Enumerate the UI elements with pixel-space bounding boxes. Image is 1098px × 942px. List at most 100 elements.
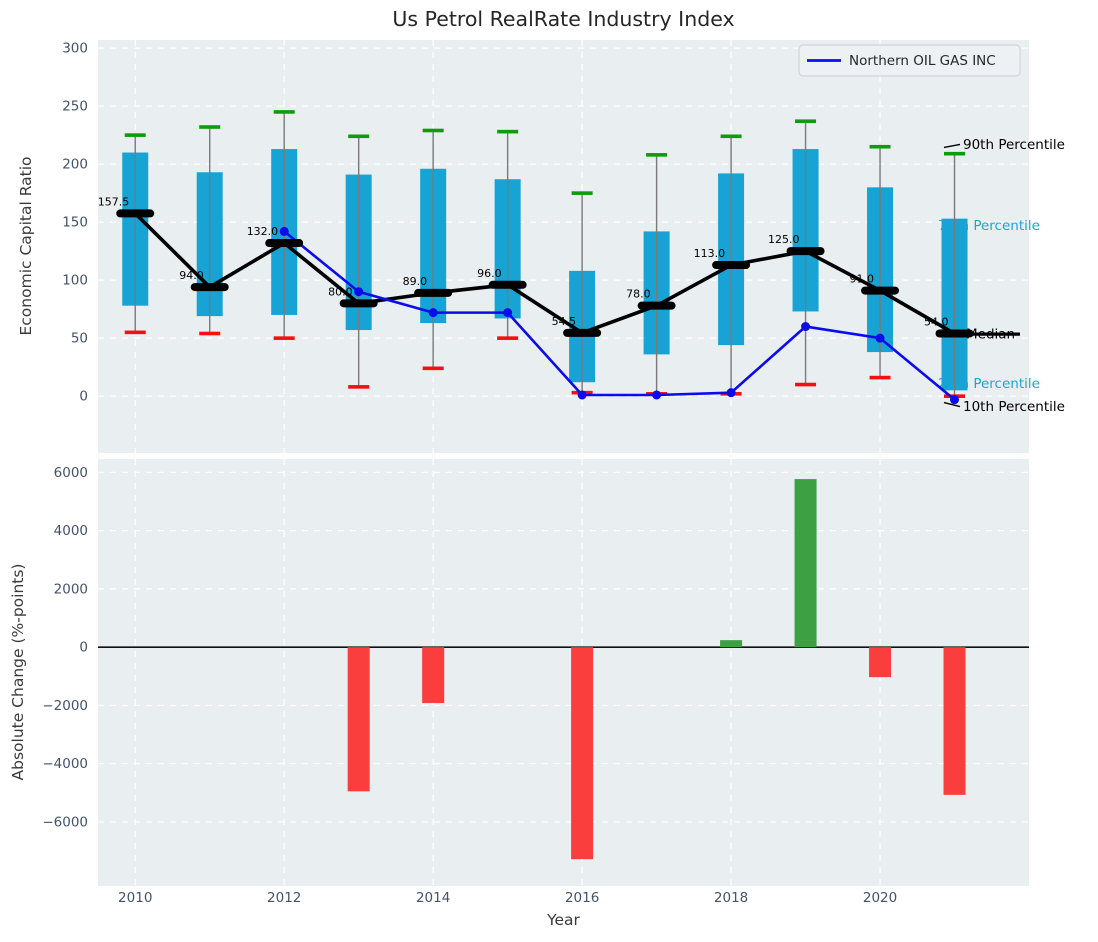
bar-2013	[347, 647, 370, 792]
legend-label: Northern OIL GAS INC	[849, 53, 996, 69]
median-marker-2011	[190, 283, 229, 292]
x-tick-2012: 2012	[267, 890, 301, 906]
median-line	[133, 212, 956, 336]
bottom-y-tick-2000: 2000	[54, 581, 88, 597]
top-y-tick-100: 100	[62, 273, 88, 289]
company-point-2016	[577, 390, 587, 400]
cap-90th-2020	[869, 144, 891, 149]
median-marker-2017	[637, 301, 676, 310]
bottom-y-axis-label: Absolute Change (%-points)	[9, 564, 27, 781]
top-y-tick-200: 200	[62, 157, 88, 173]
company-point-2018	[726, 388, 736, 398]
cap-10th-2012	[273, 336, 295, 340]
top-y-tick-250: 250	[62, 99, 88, 115]
boxplot-2021	[941, 151, 968, 398]
median-value-label-2017: 78.0	[626, 288, 651, 301]
cap-90th-2016	[571, 191, 593, 195]
median-value-label-2015: 96.0	[477, 267, 502, 280]
x-tick-2014: 2014	[416, 890, 450, 906]
boxplot-2012	[271, 110, 298, 340]
bar-2014	[422, 647, 445, 704]
median-value-label-2019: 125.0	[768, 233, 800, 246]
annotation-90th-percentile: 90th Percentile	[963, 137, 1065, 153]
median-marker-2014	[414, 288, 453, 297]
percentile-annotations-black: 90th Percentile Median 10th Percentile	[938, 137, 1065, 415]
chart-title: Us Petrol RealRate Industry Index	[392, 7, 735, 31]
boxplot-2017	[643, 153, 670, 396]
median-value-label-2016: 54.5	[552, 315, 577, 328]
median-value-label-2021: 54.0	[924, 316, 949, 329]
median-marker-2019	[786, 247, 825, 256]
cap-90th-2012	[273, 110, 295, 114]
top-y-tick-300: 300	[62, 41, 88, 57]
bottom-y-tick-6000: 6000	[54, 465, 88, 481]
cap-90th-2019	[795, 119, 817, 124]
company-point-2014	[428, 308, 438, 318]
bottom-y-tick--4000: −4000	[42, 756, 88, 772]
cap-90th-2018	[720, 134, 742, 139]
median-marker-2013	[339, 299, 378, 308]
axis-ticks: 300 250 200 150 100 50 0 6000 4000 2000 0 −2000 −400…	[9, 41, 897, 929]
x-tick-2010: 2010	[118, 890, 152, 906]
x-tick-2020: 2020	[863, 890, 897, 906]
annotation-leader-line	[943, 143, 961, 149]
company-point-2017	[652, 390, 662, 400]
boxplot-2011	[196, 125, 223, 336]
annotation-leader-line	[943, 401, 961, 408]
median-value-label-2011: 94.0	[179, 269, 204, 282]
legend-box	[798, 44, 1021, 77]
bar-2018	[720, 640, 743, 648]
bottom-y-tick-0: 0	[79, 640, 88, 656]
x-tick-2018: 2018	[714, 890, 748, 906]
boxplot-2014	[420, 128, 447, 371]
top-y-tick-50: 50	[71, 331, 88, 347]
bottom-y-tick--6000: −6000	[42, 814, 88, 830]
median-value-label-2018: 113.0	[694, 247, 726, 260]
company-point-2020	[875, 333, 885, 343]
cap-10th-2010	[124, 330, 146, 335]
median-value-label-2013: 80.0	[328, 285, 353, 298]
cap-10th-2020	[869, 375, 891, 380]
cap-90th-2010	[124, 133, 146, 137]
x-axis-label: Year	[546, 911, 580, 929]
median-value-label-2010: 157.5	[98, 195, 130, 208]
median-marker-2018	[712, 261, 751, 270]
legend: Northern OIL GAS INC	[798, 44, 1021, 77]
company-point-2021	[950, 395, 960, 405]
bar-2019	[794, 479, 817, 648]
series-lines: 157.5 94.0 132.0 80.0 89.0 96.0 54.5 78.0 113.0 1…	[98, 195, 974, 405]
boxplot-2015	[494, 129, 521, 340]
company-point-2012	[279, 226, 289, 236]
median-value-label-2020: 91.0	[850, 273, 875, 286]
median-marker-2010	[116, 209, 155, 218]
boxplot-2020	[867, 144, 894, 380]
cap-90th-2013	[348, 134, 370, 139]
company-point-2015	[503, 308, 513, 318]
top-y-tick-0: 0	[79, 389, 88, 405]
cap-10th-2013	[348, 385, 370, 389]
company-point-2013	[354, 287, 364, 297]
bar-2020	[869, 647, 892, 678]
median-value-label-2014: 89.0	[403, 275, 428, 288]
boxplot-2010	[122, 133, 149, 335]
cap-10th-2011	[199, 331, 221, 336]
top-y-axis-label: Economic Capital Ratio	[17, 156, 35, 335]
median-marker-2015	[488, 280, 527, 289]
cap-90th-2017	[646, 153, 668, 157]
median-marker-2020	[861, 286, 900, 295]
change-bars	[98, 479, 1029, 860]
cap-90th-2015	[497, 129, 519, 134]
bar-2016	[571, 647, 594, 860]
median-value-label-2012: 132.0	[247, 225, 279, 238]
company-line	[283, 230, 956, 401]
cap-90th-2011	[199, 125, 221, 129]
cap-10th-2015	[497, 336, 519, 340]
cap-90th-2014	[422, 128, 444, 133]
median-marker-2012	[265, 239, 304, 248]
median-marker-2016	[563, 328, 602, 337]
x-tick-2016: 2016	[565, 890, 599, 906]
cap-90th-2021	[944, 151, 966, 156]
boxplots	[122, 110, 968, 398]
